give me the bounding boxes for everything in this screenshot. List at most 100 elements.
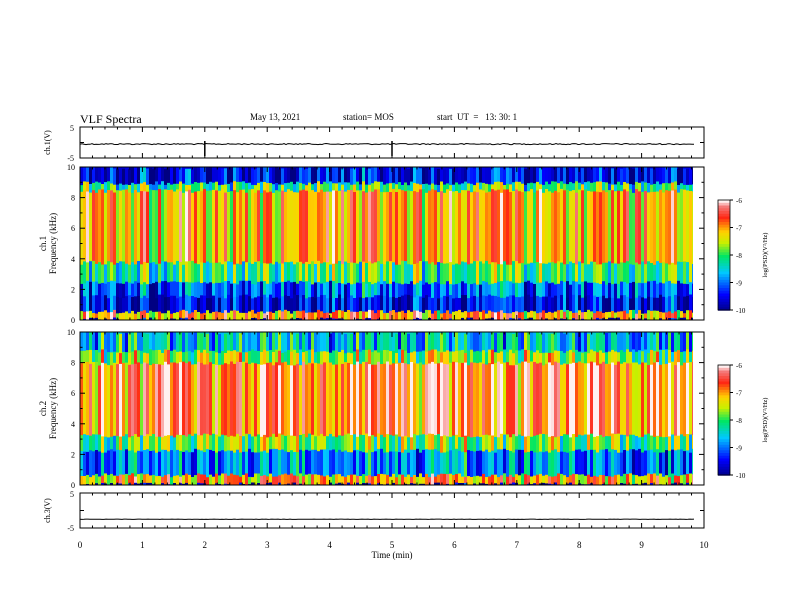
cell bbox=[275, 259, 278, 284]
cell bbox=[167, 167, 170, 183]
cell bbox=[605, 186, 608, 263]
cell bbox=[152, 307, 155, 320]
cell bbox=[269, 445, 272, 474]
cell bbox=[620, 332, 623, 351]
cell bbox=[218, 348, 221, 365]
cell bbox=[254, 360, 257, 437]
cell bbox=[575, 308, 578, 320]
cell bbox=[110, 469, 113, 483]
cell bbox=[380, 290, 383, 311]
cell bbox=[239, 333, 242, 353]
cell bbox=[119, 347, 122, 364]
cell bbox=[287, 291, 290, 312]
cell bbox=[182, 306, 185, 319]
cell bbox=[200, 445, 203, 475]
cell bbox=[266, 346, 269, 363]
cell bbox=[578, 277, 581, 296]
cell bbox=[650, 445, 653, 475]
cell bbox=[131, 360, 134, 436]
cell bbox=[650, 430, 653, 450]
cell bbox=[446, 348, 449, 365]
cell bbox=[89, 257, 92, 282]
cell bbox=[206, 358, 209, 434]
cell bbox=[155, 447, 158, 477]
cell bbox=[368, 185, 371, 262]
cell bbox=[164, 307, 167, 320]
cell bbox=[626, 347, 629, 364]
cell bbox=[521, 472, 524, 485]
cell bbox=[659, 292, 662, 312]
cell bbox=[287, 177, 290, 190]
cell bbox=[140, 469, 143, 483]
cell bbox=[338, 276, 341, 295]
cell bbox=[335, 332, 338, 351]
cell bbox=[98, 358, 101, 435]
cell bbox=[290, 430, 293, 451]
cell bbox=[398, 259, 401, 284]
cell bbox=[614, 259, 617, 284]
cell bbox=[368, 430, 371, 450]
cell bbox=[131, 291, 134, 311]
cell bbox=[383, 361, 386, 438]
cell bbox=[587, 471, 590, 485]
cell bbox=[203, 348, 206, 365]
cell bbox=[398, 346, 401, 363]
cell bbox=[611, 473, 614, 485]
cell bbox=[188, 446, 191, 475]
cell bbox=[560, 290, 563, 310]
cell bbox=[209, 346, 212, 363]
cell bbox=[518, 179, 521, 192]
cell bbox=[296, 333, 299, 353]
cell bbox=[308, 188, 311, 265]
cell bbox=[596, 180, 599, 192]
cell bbox=[566, 309, 569, 320]
cell bbox=[644, 294, 647, 314]
cell bbox=[416, 448, 419, 477]
cell bbox=[326, 346, 329, 363]
cell bbox=[674, 359, 677, 436]
cell bbox=[473, 346, 476, 363]
cell bbox=[218, 470, 221, 484]
cell bbox=[683, 278, 686, 297]
cell bbox=[338, 430, 341, 450]
cell bbox=[176, 292, 179, 313]
cell bbox=[593, 167, 596, 183]
cell bbox=[668, 332, 671, 350]
cell bbox=[581, 279, 584, 298]
cell bbox=[287, 186, 290, 263]
cell bbox=[224, 333, 227, 353]
cell bbox=[221, 307, 224, 320]
cell bbox=[623, 309, 626, 320]
cell bbox=[530, 177, 533, 190]
cell bbox=[491, 332, 494, 350]
cell bbox=[551, 181, 554, 193]
cell bbox=[335, 179, 338, 191]
cell bbox=[500, 446, 503, 476]
cell bbox=[227, 309, 230, 320]
cell bbox=[347, 259, 350, 283]
cell bbox=[581, 178, 584, 191]
cell bbox=[527, 179, 530, 192]
ch1-spec-ytick-label: 6 bbox=[71, 224, 75, 233]
cell bbox=[536, 472, 539, 485]
cell bbox=[428, 472, 431, 485]
cell bbox=[659, 471, 662, 485]
cell bbox=[572, 346, 575, 363]
cell bbox=[494, 186, 497, 263]
cell bbox=[554, 260, 557, 285]
cell bbox=[80, 309, 83, 320]
cell bbox=[89, 180, 92, 193]
cell bbox=[644, 188, 647, 265]
cell bbox=[653, 472, 656, 485]
cell bbox=[338, 179, 341, 191]
colorbar-cell bbox=[718, 400, 730, 405]
cell bbox=[602, 277, 605, 296]
cell bbox=[113, 359, 116, 436]
cell bbox=[104, 291, 107, 311]
cell bbox=[647, 472, 650, 485]
x-tick-label: 7 bbox=[515, 540, 520, 550]
cell bbox=[329, 179, 332, 192]
cell bbox=[560, 167, 563, 182]
cell bbox=[566, 257, 569, 282]
cell bbox=[587, 179, 590, 191]
